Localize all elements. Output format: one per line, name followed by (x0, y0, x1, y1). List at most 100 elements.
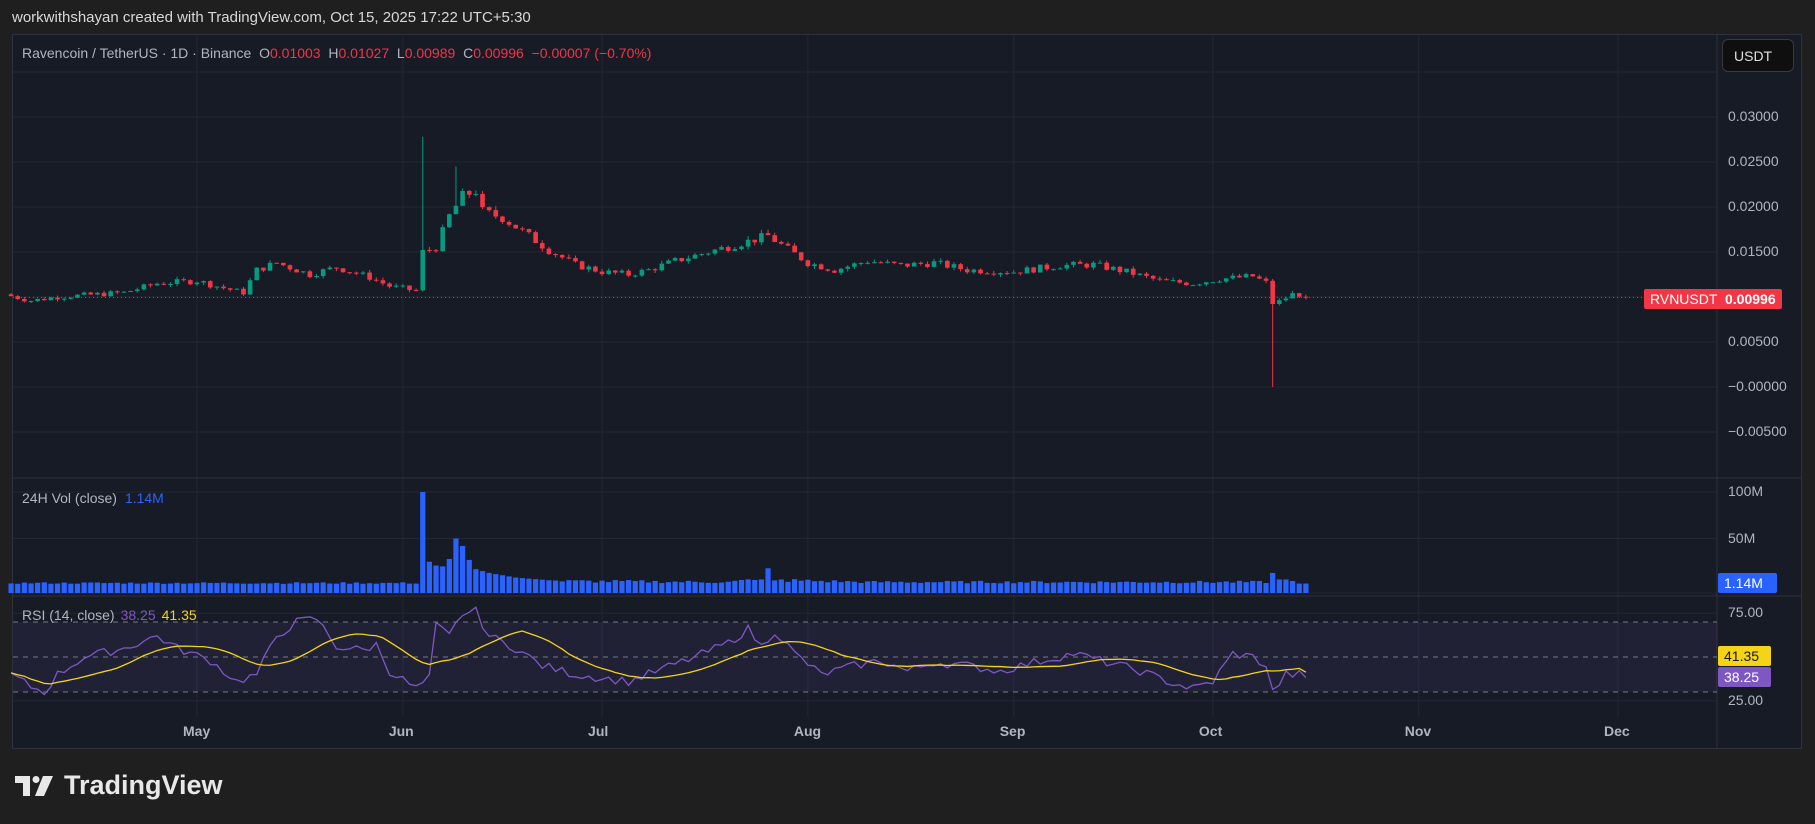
candle-body (539, 243, 545, 249)
symbol-price-tag: RVNUSDT (1644, 289, 1724, 309)
candle-body (964, 269, 970, 273)
candle-body (493, 210, 499, 217)
rsi-ma-tag: 41.35 (1718, 646, 1771, 666)
candle-body (141, 284, 147, 290)
volume-bar (74, 583, 81, 593)
candle-body (247, 280, 253, 295)
volume-bar (220, 582, 227, 593)
candle-body (148, 284, 153, 286)
volume-bar (227, 583, 233, 593)
candle-body (88, 292, 94, 295)
candle-body (632, 275, 638, 277)
candle-body (1237, 275, 1242, 278)
volume-bar (559, 581, 565, 593)
volume-bar (307, 583, 313, 593)
volume-bar (758, 579, 764, 593)
volume-bar (679, 582, 685, 593)
candle-body (593, 266, 598, 272)
volume-bar (1210, 582, 1216, 593)
candle-body (261, 267, 266, 271)
volume-bar (440, 566, 446, 593)
volume-bar (1283, 579, 1289, 593)
candle-body (115, 291, 120, 293)
candle-body (699, 254, 704, 256)
chart-frame[interactable] (12, 34, 1802, 749)
price-axis-label: 0.02500 (1728, 153, 1779, 169)
volume-bar (586, 580, 592, 593)
candle-body (48, 297, 54, 301)
candle-body (679, 258, 685, 262)
candle-body (55, 297, 60, 300)
candle-body (1223, 278, 1229, 282)
candle-body (201, 281, 206, 283)
candle-body (95, 292, 100, 295)
candle-body (832, 270, 837, 273)
candle-body (1044, 264, 1050, 270)
candle-body (672, 258, 678, 261)
volume-bar (1303, 583, 1309, 593)
candle-body (1144, 273, 1149, 276)
candle-body (918, 262, 924, 264)
candle-body (533, 232, 538, 244)
tradingview-logo[interactable]: TradingView (15, 770, 223, 801)
volume-bar (1057, 582, 1063, 593)
volume-bar (506, 576, 512, 593)
volume-bar (1190, 582, 1196, 593)
volume-bar (871, 581, 877, 593)
symbol-title[interactable]: Ravencoin / TetherUS · 1D · Binance (22, 45, 252, 61)
candle-body (639, 269, 645, 276)
volume-bar (738, 579, 745, 593)
candle-body (387, 283, 392, 287)
candle-body (340, 268, 346, 273)
volume-bar (207, 582, 213, 593)
candle-body (1071, 261, 1076, 265)
candle-body (891, 261, 897, 263)
candle-body (161, 283, 167, 285)
currency-button[interactable]: USDT (1722, 39, 1794, 72)
volume-bar (964, 583, 970, 593)
candle-body (300, 271, 306, 273)
candle-body (925, 263, 930, 267)
volume-bar (161, 583, 167, 593)
candle-body (951, 264, 957, 268)
rsi-label[interactable]: RSI (14, close) (22, 607, 115, 623)
volume-bar (851, 581, 857, 593)
candle-body (28, 301, 34, 303)
candle-body (373, 279, 379, 281)
candle-body (792, 245, 797, 253)
candle-body (779, 241, 784, 244)
volume-bar (114, 582, 120, 593)
volume-bar (1183, 582, 1189, 593)
candle-body (1137, 273, 1143, 275)
candle-body (168, 284, 173, 286)
candle-body (1051, 269, 1056, 271)
rsi-axis-label: 25.00 (1728, 691, 1764, 708)
volume-bar (977, 580, 984, 593)
volume-bar (187, 583, 193, 593)
volume-bar (1110, 582, 1116, 593)
volume-bar (652, 580, 658, 593)
volume-bar (8, 583, 14, 593)
candle-body (1111, 266, 1116, 270)
volume-bar (400, 582, 406, 593)
volume-label[interactable]: 24H Vol (close) (22, 490, 117, 506)
candle-body (227, 288, 233, 290)
volume-bar (692, 581, 698, 593)
candle-body (1290, 293, 1295, 299)
volume-bar (944, 580, 950, 593)
volume-bar (426, 561, 432, 593)
volume-bar (1137, 582, 1143, 593)
candle-body (1124, 268, 1129, 273)
candle-body (818, 264, 824, 270)
volume-bar (108, 582, 114, 593)
close-label: C (463, 45, 474, 61)
volume-bar (685, 580, 691, 593)
volume-bar (1290, 580, 1296, 593)
candle-body (453, 205, 459, 215)
candle-body (566, 257, 572, 259)
volume-bar (865, 581, 871, 593)
volume-bar (1263, 583, 1269, 593)
time-axis-label: Nov (1404, 723, 1432, 739)
candle-body (805, 260, 811, 267)
